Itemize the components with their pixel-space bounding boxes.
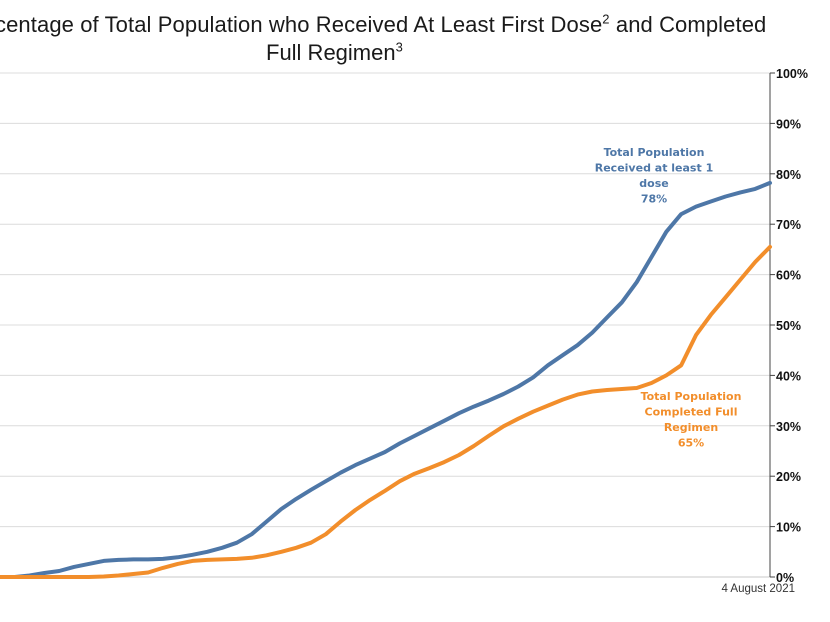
chart-title-line2: Full Regimen3 [266, 40, 403, 66]
y-tick-label: 60% [776, 269, 801, 283]
series-annotation-full_regimen: Regimen [664, 421, 718, 434]
series-annotation-full_regimen: Total Population [641, 390, 742, 403]
series-annotation-full_regimen: Completed Full [645, 406, 738, 419]
y-tick-label: 50% [776, 319, 801, 333]
y-tick-label: 80% [776, 168, 801, 182]
y-tick-label: 70% [776, 218, 801, 232]
chart-title: centage of Total Population who Received… [0, 8, 830, 68]
title-line1-end: and Completed [609, 12, 767, 37]
y-tick-label: 30% [776, 420, 801, 434]
series-line-first_dose [0, 180, 772, 579]
title-line1-text: centage of Total Population who Received… [0, 12, 603, 37]
series-annotation-first_dose: dose [639, 177, 668, 190]
y-tick-label: 20% [776, 470, 801, 484]
y-tick-label: 40% [776, 369, 801, 383]
series-annotation-full_regimen: 65% [678, 437, 704, 450]
series-line-full_regimen [0, 244, 772, 579]
title-line2-text: Full Regimen [266, 40, 396, 65]
y-tick-label: 100% [776, 67, 808, 81]
chart-title-line1: centage of Total Population who Received… [0, 12, 766, 38]
y-tick-label: 0% [776, 571, 794, 585]
y-tick-label: 90% [776, 117, 801, 131]
date-label: 4 August 2021 [721, 583, 795, 595]
series-annotation-first_dose: Total Population [604, 146, 705, 159]
series-annotation-first_dose: Received at least 1 [595, 162, 713, 175]
series-annotation-first_dose: 78% [641, 193, 667, 206]
title-superscript-2: 2 [602, 11, 610, 27]
title-superscript-3: 3 [395, 39, 403, 55]
y-tick-label: 10% [776, 521, 801, 535]
